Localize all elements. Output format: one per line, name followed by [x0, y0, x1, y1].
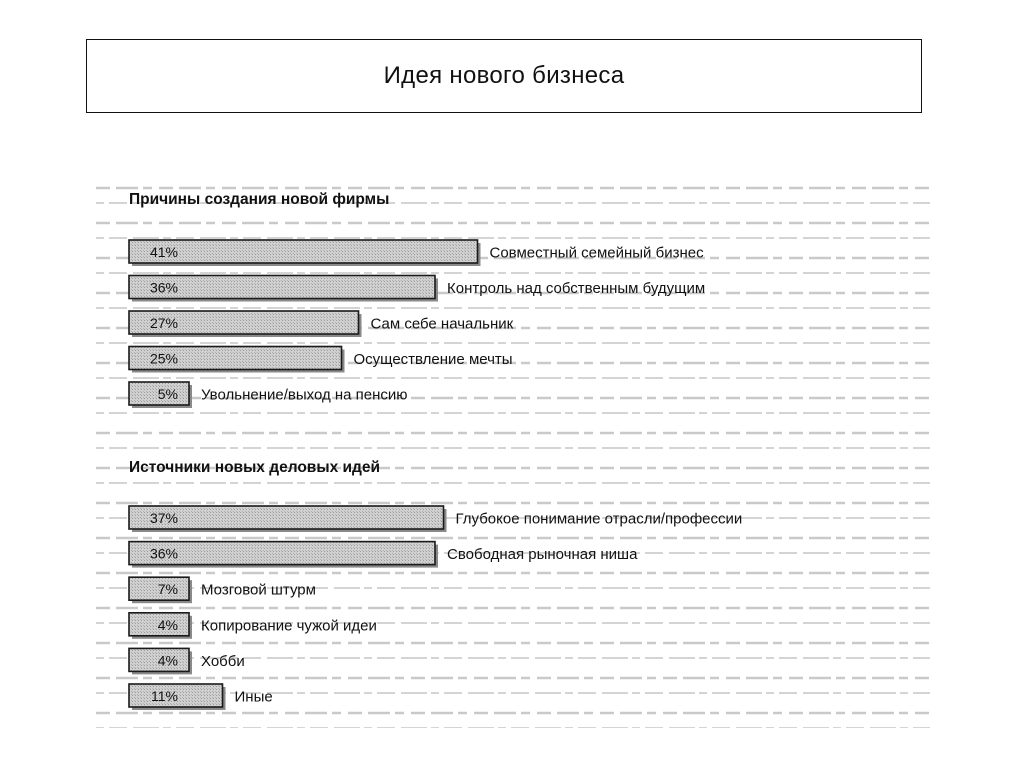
- bar-category-label: Глубокое понимание отрасли/профессии: [456, 511, 743, 528]
- bar-charts: Причины создания новой фирмы 41% Совместны…: [96, 176, 930, 728]
- bar-category-label: Осуществление мечты: [354, 351, 513, 368]
- bar: [128, 310, 360, 335]
- bar: [128, 505, 445, 530]
- bar: [128, 683, 224, 708]
- bar-category-label: Копирование чужой идеи: [201, 617, 377, 634]
- bar: [128, 540, 436, 566]
- chart-title: Источники новых деловых идей: [129, 459, 380, 476]
- bar: [128, 345, 343, 371]
- bar-value-label: 11%: [151, 688, 178, 704]
- bar-category-label: Мозговой штурм: [201, 582, 316, 599]
- bar-value-label: 4%: [158, 652, 178, 668]
- slide-title-box: Идея нового бизнеса: [86, 39, 922, 113]
- bar-category-label: Хобби: [201, 653, 245, 670]
- bar: [128, 274, 436, 300]
- bar: [128, 647, 190, 673]
- bar-category-label: Свободная рыночная ниша: [447, 546, 638, 563]
- bar-value-label: 41%: [150, 244, 178, 260]
- bar-value-label: 7%: [158, 581, 178, 597]
- bar-category-label: Увольнение/выход на пенсию: [201, 387, 408, 404]
- bar-value-label: 5%: [158, 386, 178, 402]
- bar-value-label: 36%: [150, 280, 178, 296]
- bar-value-label: 4%: [158, 617, 178, 633]
- bar-category-label: Совместный семейный бизнес: [490, 245, 705, 262]
- scanned-figure: Причины создания новой фирмы 41% Совместны…: [96, 176, 930, 728]
- bar: [128, 381, 190, 406]
- bar-value-label: 36%: [150, 546, 178, 562]
- bar-value-label: 37%: [150, 510, 178, 526]
- slide-title: Идея нового бизнеса: [383, 62, 625, 89]
- bar-category-label: Сам себе начальник: [371, 316, 514, 333]
- bar-value-label: 27%: [150, 315, 178, 331]
- bar: [128, 611, 190, 637]
- bar-value-label: 25%: [150, 351, 178, 367]
- chart-title: Причины создания новой фирмы: [129, 191, 389, 208]
- scan-background-texture: [96, 176, 930, 728]
- bar-category-label: Контроль над собственным будущим: [447, 280, 705, 297]
- bar-category-label: Иные: [235, 689, 273, 706]
- bar: [128, 239, 479, 264]
- bar: [128, 576, 190, 602]
